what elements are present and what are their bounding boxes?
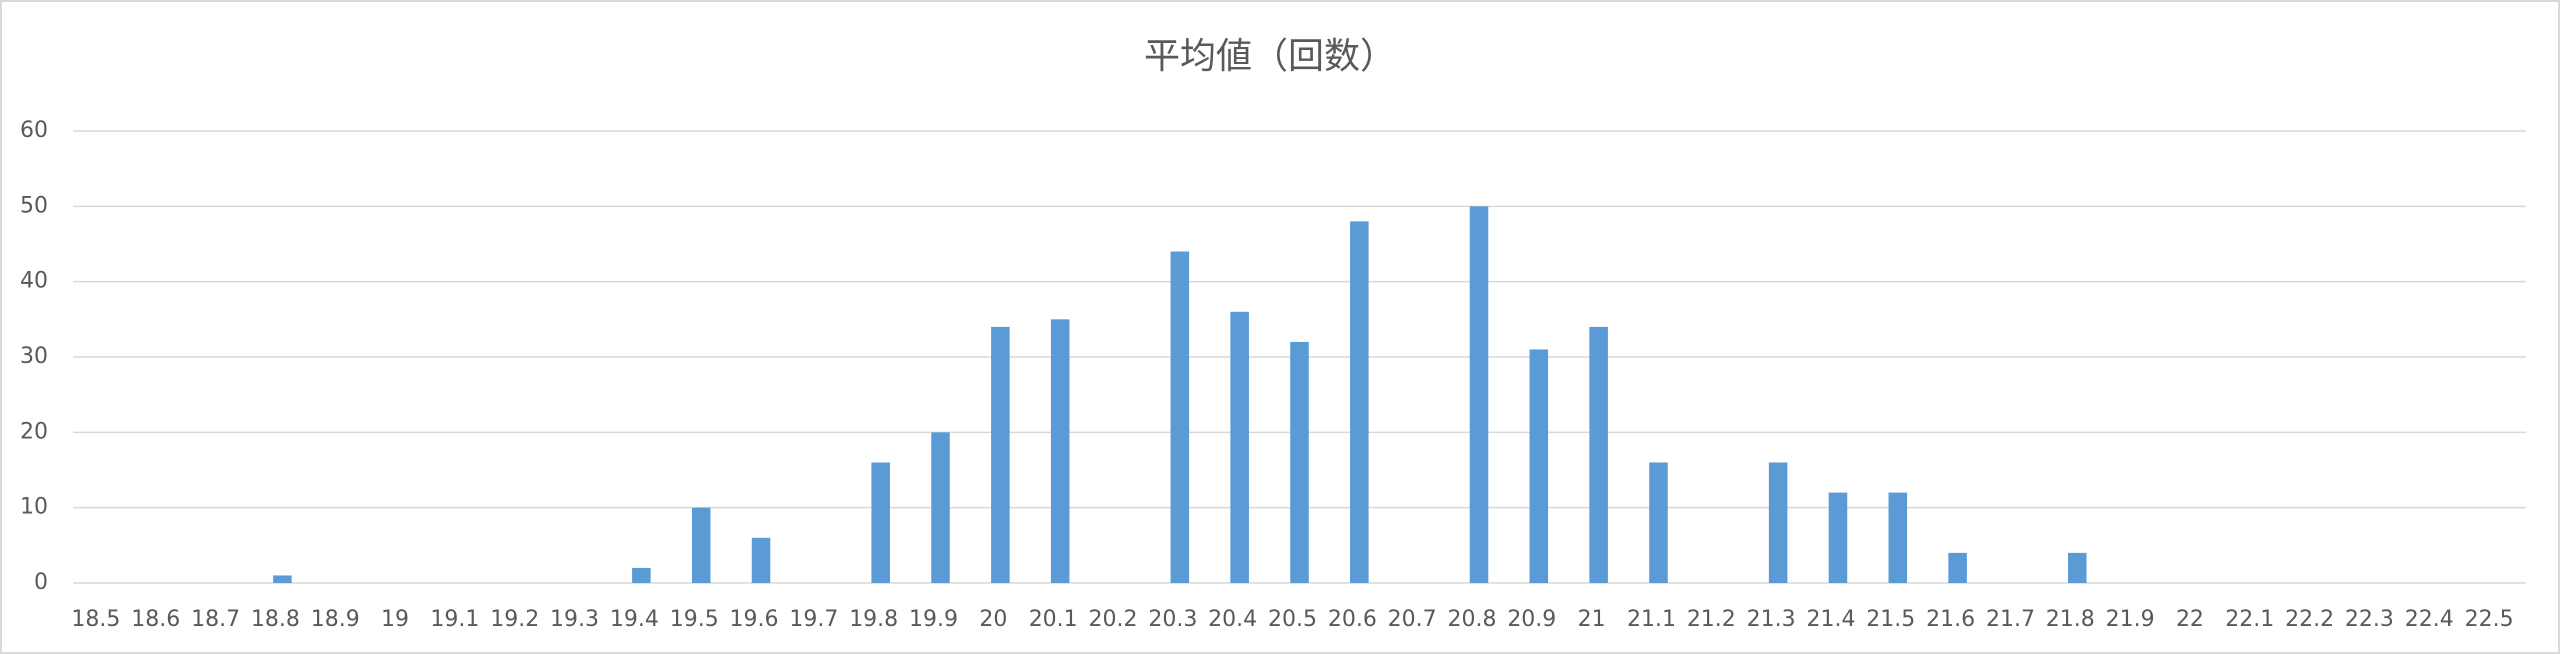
y-tick-label: 10 — [20, 495, 48, 520]
x-tick-label: 20 — [979, 607, 1007, 632]
x-tick-label: 19.5 — [670, 607, 719, 632]
bar — [691, 507, 711, 583]
x-tick-label: 19.7 — [789, 607, 838, 632]
x-tick-label: 20.5 — [1268, 607, 1317, 632]
bar — [991, 326, 1010, 583]
x-tick-label: 19.3 — [550, 607, 599, 632]
bar — [1649, 462, 1668, 583]
x-tick-label: 21.7 — [1986, 607, 2035, 632]
bar — [751, 537, 771, 583]
x-tick-label: 18.8 — [251, 607, 300, 632]
x-tick-label: 19.4 — [610, 607, 659, 632]
y-tick-label: 40 — [20, 269, 48, 294]
x-tick-label: 21.3 — [1747, 607, 1796, 632]
y-tick-label: 0 — [34, 570, 48, 595]
x-tick-label: 20.4 — [1208, 607, 1257, 632]
bar — [1589, 326, 1608, 583]
bar — [273, 575, 292, 583]
x-tick-label: 22 — [2176, 607, 2204, 632]
bar — [1230, 311, 1249, 583]
bar — [1469, 206, 1489, 584]
x-tick-label: 22.1 — [2225, 607, 2274, 632]
x-tick-label: 21.5 — [1866, 607, 1915, 632]
bar — [632, 567, 651, 583]
x-tick-label: 19.2 — [490, 607, 539, 632]
x-tick-label: 21 — [1578, 607, 1606, 632]
chart-title: 平均値（回数） — [1144, 36, 1396, 77]
x-tick-label: 19.6 — [730, 607, 779, 632]
x-tick-label: 20.2 — [1089, 607, 1138, 632]
x-tick-label: 20.6 — [1328, 607, 1377, 632]
x-tick-label: 20.1 — [1029, 607, 1078, 632]
x-tick-label: 19.1 — [430, 607, 479, 632]
x-tick-label: 21.9 — [2106, 607, 2155, 632]
bar — [1888, 492, 1908, 583]
x-tick-label: 21.8 — [2046, 607, 2095, 632]
y-tick-label: 50 — [20, 193, 48, 218]
x-tick-label: 22.5 — [2465, 607, 2514, 632]
bar — [1350, 221, 1369, 583]
x-tick-label: 18.6 — [131, 607, 180, 632]
x-tick-label: 19.9 — [909, 607, 958, 632]
y-tick-label: 20 — [20, 419, 48, 444]
x-tick-label: 21.4 — [1806, 607, 1855, 632]
bar — [1828, 492, 1848, 583]
bar — [1948, 552, 1967, 583]
x-tick-label: 21.2 — [1687, 607, 1736, 632]
bar — [1529, 349, 1549, 583]
x-tick-label: 22.2 — [2285, 607, 2334, 632]
x-tick-label: 20.9 — [1507, 607, 1556, 632]
x-tick-label: 22.4 — [2405, 607, 2454, 632]
bar — [1050, 319, 1070, 583]
bar — [931, 432, 950, 583]
x-tick-label: 20.8 — [1447, 607, 1496, 632]
bar — [1768, 462, 1788, 583]
x-tick-label: 21.1 — [1627, 607, 1676, 632]
x-tick-label: 18.9 — [311, 607, 360, 632]
x-tick-label: 22.3 — [2345, 607, 2394, 632]
x-tick-label: 18.7 — [191, 607, 240, 632]
y-tick-label: 30 — [20, 344, 48, 369]
y-tick-label: 60 — [20, 118, 48, 143]
bar — [2068, 552, 2087, 583]
x-tick-label: 18.5 — [71, 607, 120, 632]
x-tick-label: 21.6 — [1926, 607, 1975, 632]
x-tick-label: 20.7 — [1388, 607, 1437, 632]
x-tick-label: 20.3 — [1148, 607, 1197, 632]
x-tick-label: 19.8 — [849, 607, 898, 632]
x-tick-label: 19 — [381, 607, 409, 632]
bar — [1170, 251, 1190, 584]
bar — [1290, 341, 1309, 583]
bar — [871, 462, 890, 583]
